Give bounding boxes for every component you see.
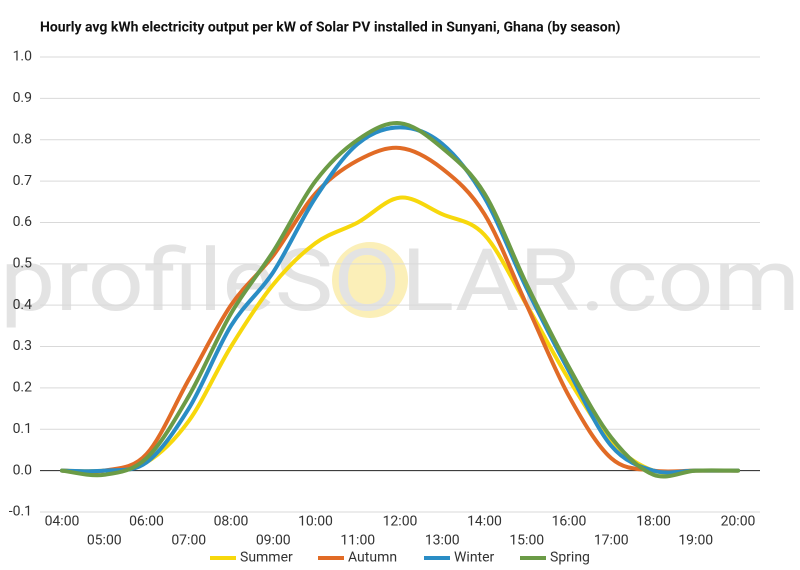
- series-line: [60, 125, 740, 475]
- y-tick-label: 1.0: [13, 49, 33, 65]
- x-tick-label: 18:00: [636, 514, 671, 530]
- x-tick-label: 07:00: [171, 533, 206, 549]
- y-tick-label: 0.4: [13, 297, 33, 313]
- x-tick-label: 10:00: [298, 514, 333, 530]
- legend-label: Spring: [550, 550, 590, 566]
- watermark-sun: [332, 242, 408, 318]
- x-tick-label: 13:00: [425, 533, 460, 549]
- y-tick-label: 0.1: [13, 421, 32, 437]
- y-tick-label: 0.9: [13, 90, 32, 106]
- series-line: [60, 145, 740, 474]
- y-tick-label: 0.8: [13, 131, 33, 147]
- watermark: profileSOLAR.com: [0, 230, 800, 331]
- x-tick-label: 05:00: [87, 533, 122, 549]
- x-tick-label: 08:00: [214, 514, 249, 530]
- x-tick-label: 09:00: [256, 533, 291, 549]
- legend-label: Summer: [240, 550, 293, 566]
- series-line: [60, 121, 740, 479]
- y-tick-label: 0.7: [13, 173, 33, 189]
- x-tick-label: 20:00: [721, 514, 756, 530]
- x-tick-label: 16:00: [552, 514, 587, 530]
- x-tick-label: 11:00: [340, 533, 375, 549]
- legend-label: Autumn: [348, 550, 397, 566]
- x-tick-label: 15:00: [509, 533, 544, 549]
- y-tick-label: 0.2: [13, 380, 33, 396]
- y-tick-label: 0.0: [13, 462, 33, 478]
- y-tick-label: 0.6: [13, 214, 33, 230]
- legend-label: Winter: [454, 550, 495, 566]
- y-tick-label: 0.3: [13, 338, 32, 354]
- x-tick-label: 04:00: [45, 514, 80, 530]
- y-tick-label: -0.1: [9, 504, 32, 520]
- x-tick-label: 12:00: [383, 514, 418, 530]
- chart-title: Hourly avg kWh electricity output per kW…: [40, 20, 621, 36]
- x-tick-label: 14:00: [467, 514, 502, 530]
- x-tick-label: 19:00: [678, 533, 713, 549]
- x-tick-label: 17:00: [594, 533, 629, 549]
- y-tick-label: 0.5: [13, 256, 33, 272]
- x-tick-label: 06:00: [129, 514, 164, 530]
